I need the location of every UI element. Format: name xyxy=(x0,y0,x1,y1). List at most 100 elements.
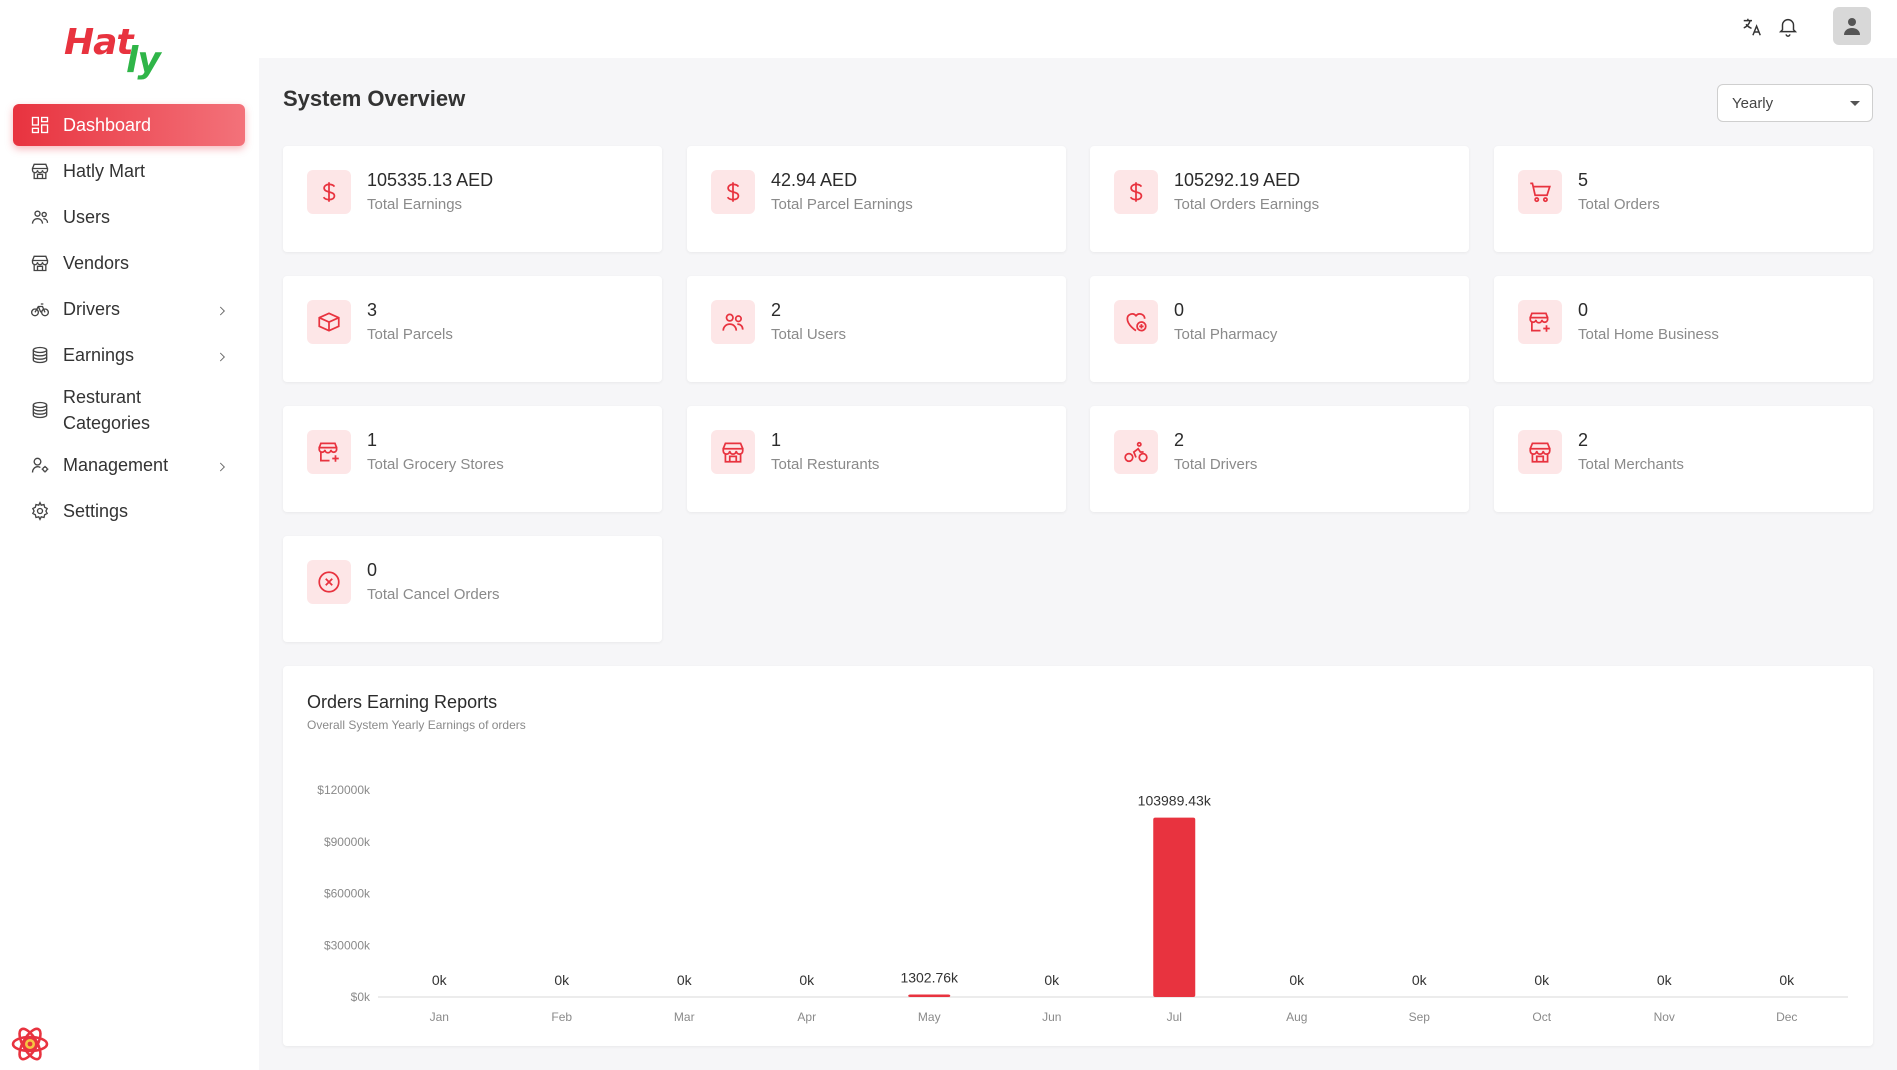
stat-value: 0 xyxy=(367,560,378,580)
stat-card-total-grocery-stores[interactable]: 1 Total Grocery Stores xyxy=(283,406,662,512)
sidebar-item-label: Settings xyxy=(63,500,129,521)
orders-earning-report-card: Orders Earning Reports Overall System Ye… xyxy=(283,666,1873,1046)
bell-icon[interactable] xyxy=(1775,14,1801,40)
stat-card-total-home-business[interactable]: 0 Total Home Business xyxy=(1494,276,1873,382)
sidebar-item-vendors[interactable]: Vendors xyxy=(13,242,245,284)
shop-add-icon xyxy=(1518,300,1562,344)
dollar-icon xyxy=(307,170,351,214)
stat-card-total-drivers[interactable]: 2 Total Drivers xyxy=(1090,406,1469,512)
y-tick-label: $120000k xyxy=(317,783,371,797)
stat-card-total-orders[interactable]: 5 Total Orders xyxy=(1494,146,1873,252)
stat-value: 105335.13 AED xyxy=(367,170,494,190)
caret-down-icon xyxy=(1850,101,1860,106)
user-icon xyxy=(1844,18,1860,35)
data-label-oct: 0k xyxy=(1534,972,1550,988)
stat-card-total-parcels[interactable]: 3 Total Parcels xyxy=(283,276,662,382)
sidebar-item-dashboard[interactable]: Dashboard xyxy=(13,104,245,146)
y-tick-label: $30000k xyxy=(324,938,371,952)
chevron-right-icon xyxy=(215,348,229,362)
cancel-icon xyxy=(307,560,351,604)
data-label-feb: 0k xyxy=(554,972,570,988)
dollar-icon xyxy=(1114,170,1158,214)
sidebar-item-label: Resturant Categories xyxy=(63,387,151,433)
stat-label: Total Pharmacy xyxy=(1174,326,1278,343)
sidebar-item-management[interactable]: Management xyxy=(13,444,245,486)
sidebar-item-hatly-mart[interactable]: Hatly Mart xyxy=(13,150,245,192)
stat-label: Total Orders xyxy=(1578,196,1660,213)
period-select[interactable]: Yearly xyxy=(1717,84,1873,122)
stat-value: 1 xyxy=(367,430,378,450)
stat-value: 2 xyxy=(1578,430,1589,450)
main-content: System Overview Yearly 105335.13 AED Tota… xyxy=(259,58,1897,1070)
chart-subtitle: Overall System Yearly Earnings of orders xyxy=(307,718,526,732)
pharmacy-icon xyxy=(1114,300,1158,344)
data-label-jul: 103989.43k xyxy=(1138,793,1212,809)
y-tick-label: $90000k xyxy=(324,835,371,849)
stat-card-total-earnings[interactable]: 105335.13 AED Total Earnings xyxy=(283,146,662,252)
store-icon xyxy=(29,160,51,182)
stat-value: 0 xyxy=(1174,300,1185,320)
coins-icon xyxy=(29,344,51,366)
users-icon xyxy=(711,300,755,344)
stat-label: Total Merchants xyxy=(1578,456,1684,473)
stat-label: Total Grocery Stores xyxy=(367,456,504,473)
translate-icon[interactable] xyxy=(1739,14,1765,40)
x-tick-label: Feb xyxy=(551,1010,572,1024)
sidebar-item-settings[interactable]: Settings xyxy=(13,490,245,532)
data-label-may: 1302.76k xyxy=(900,970,959,986)
sidebar-nav: Dashboard Hatly Mart Users Vendors Drivers Ea… xyxy=(13,104,245,536)
shop-add-icon xyxy=(307,430,351,474)
x-tick-label: Nov xyxy=(1654,1010,1675,1024)
stat-label: Total Resturants xyxy=(771,456,880,473)
stat-card-total-pharmacy[interactable]: 0 Total Pharmacy xyxy=(1090,276,1469,382)
stat-card-total-merchants[interactable]: 2 Total Merchants xyxy=(1494,406,1873,512)
stat-label: Total Users xyxy=(771,326,847,343)
stat-card-total-orders-earnings[interactable]: 105292.19 AED Total Orders Earnings xyxy=(1090,146,1469,252)
data-label-jun: 0k xyxy=(1044,972,1060,988)
x-tick-label: Sep xyxy=(1409,1010,1431,1024)
brand-logo[interactable]: Hat ly xyxy=(64,18,174,88)
stat-label: Total Drivers xyxy=(1174,456,1258,473)
stat-value: 2 xyxy=(771,300,782,320)
sidebar-item-resturant-categories[interactable]: Resturant Categories xyxy=(13,380,245,440)
stat-value: 3 xyxy=(367,300,378,320)
sidebar-item-label: Drivers xyxy=(63,298,120,319)
stat-value: 42.94 AED xyxy=(771,170,858,190)
stat-card-total-parcel-earnings[interactable]: 42.94 AED Total Parcel Earnings xyxy=(687,146,1066,252)
data-label-apr: 0k xyxy=(799,972,815,988)
users-icon xyxy=(29,206,51,228)
x-tick-label: Jul xyxy=(1167,1010,1182,1024)
sidebar-item-label: Management xyxy=(63,454,169,475)
period-select-value: Yearly xyxy=(1732,94,1774,112)
react-logo-icon[interactable] xyxy=(10,1024,50,1064)
page-title: System Overview xyxy=(283,86,466,111)
stat-card-total-resturants[interactable]: 1 Total Resturants xyxy=(687,406,1066,512)
data-label-jan: 0k xyxy=(432,972,448,988)
user-cog-icon xyxy=(29,454,51,476)
stat-label: Total Earnings xyxy=(367,196,463,213)
stat-value: 105292.19 AED xyxy=(1174,170,1301,190)
stat-card-total-cancel-orders[interactable]: 0 Total Cancel Orders xyxy=(283,536,662,642)
x-tick-label: Jan xyxy=(430,1010,449,1024)
x-tick-label: Apr xyxy=(797,1010,816,1024)
user-avatar[interactable] xyxy=(1833,7,1871,45)
sidebar-item-drivers[interactable]: Drivers xyxy=(13,288,245,330)
gear-icon xyxy=(29,500,51,522)
store-icon xyxy=(1518,430,1562,474)
box-icon xyxy=(307,300,351,344)
top-bar xyxy=(259,0,1897,58)
chevron-right-icon xyxy=(215,302,229,316)
stat-label: Total Parcels xyxy=(367,326,453,343)
sidebar: Hat ly Dashboard Hatly Mart Users Vendors Dr… xyxy=(0,0,259,1070)
sidebar-item-label: Vendors xyxy=(63,252,130,273)
coins-icon xyxy=(29,399,51,421)
sidebar-item-users[interactable]: Users xyxy=(13,196,245,238)
x-tick-label: Aug xyxy=(1286,1010,1307,1024)
stat-value: 1 xyxy=(771,430,782,450)
stat-card-total-users[interactable]: 2 Total Users xyxy=(687,276,1066,382)
stat-label: Total Parcel Earnings xyxy=(771,196,913,213)
sidebar-item-earnings[interactable]: Earnings xyxy=(13,334,245,376)
sidebar-item-label: Dashboard xyxy=(63,114,152,135)
dashboard-icon xyxy=(29,114,51,136)
chart-title: Orders Earning Reports xyxy=(307,692,498,712)
